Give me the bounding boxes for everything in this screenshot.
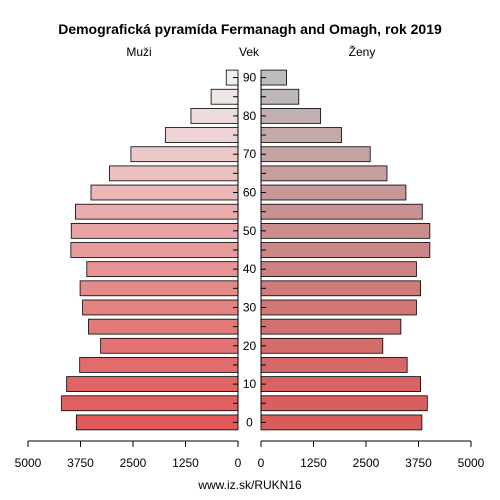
x-tick-label-left-2500: 2500 bbox=[120, 456, 147, 470]
bar-female-age-50 bbox=[260, 222, 431, 239]
left-label-muzi: Muži bbox=[126, 45, 151, 59]
bar-female-age-20 bbox=[260, 337, 384, 354]
bar-male-age-30 bbox=[82, 299, 239, 316]
bar-female-age-65 bbox=[260, 165, 388, 182]
bar-female-age-75 bbox=[260, 127, 343, 143]
bar-male-age-50 bbox=[70, 222, 239, 239]
x-tick-label-right-1250: 1250 bbox=[300, 456, 327, 470]
female-bars bbox=[260, 69, 431, 431]
bar-female-age-15 bbox=[260, 357, 408, 373]
x-axis-right: 0 1250 2500 3750 5000 bbox=[258, 440, 485, 470]
bar-male-age-15 bbox=[79, 357, 239, 373]
bar-male-age-55 bbox=[75, 203, 239, 220]
x-tick-label-left-1250: 1250 bbox=[172, 456, 199, 470]
age-tick-label-40: 40 bbox=[243, 262, 257, 276]
bar-female-age-5 bbox=[260, 395, 428, 412]
bar-female-age-40 bbox=[260, 261, 417, 278]
bar-female-age-70 bbox=[260, 146, 371, 163]
bar-female-age-35 bbox=[260, 280, 422, 297]
bar-male-age-80 bbox=[190, 108, 239, 124]
male-bars bbox=[61, 69, 239, 431]
bar-female-age-0 bbox=[260, 414, 423, 431]
bar-male-age-65 bbox=[109, 165, 239, 182]
x-tick-label-left-3750: 3750 bbox=[67, 456, 94, 470]
bar-male-age-0 bbox=[75, 414, 239, 431]
bar-female-age-25 bbox=[260, 318, 402, 335]
bar-female-age-55 bbox=[260, 203, 423, 220]
age-tick-label-80: 80 bbox=[243, 109, 257, 123]
footer-source: www.iz.sk/RUKN16 bbox=[197, 478, 302, 492]
age-tick-label-90: 90 bbox=[243, 71, 257, 85]
x-tick-label-right-2500: 2500 bbox=[353, 456, 380, 470]
bar-female-age-85 bbox=[260, 88, 300, 105]
center-label-vek: Vek bbox=[239, 45, 260, 59]
age-tick-label-10: 10 bbox=[243, 377, 257, 391]
x-tick-label-right-3750: 3750 bbox=[405, 456, 432, 470]
bar-female-age-45 bbox=[260, 242, 431, 258]
age-tick-label-20: 20 bbox=[243, 339, 257, 353]
right-label-zeny: Ženy bbox=[349, 44, 376, 59]
bar-male-age-35 bbox=[79, 280, 239, 297]
bar-male-age-45 bbox=[70, 242, 239, 258]
bar-male-age-25 bbox=[88, 318, 239, 335]
bar-male-age-60 bbox=[90, 184, 239, 201]
age-tick-label-50: 50 bbox=[243, 224, 257, 238]
x-tick-label-left-0: 0 bbox=[235, 456, 242, 470]
bar-male-age-70 bbox=[130, 146, 239, 163]
x-tick-label-right-0: 0 bbox=[258, 456, 265, 470]
bar-female-age-10 bbox=[260, 376, 422, 392]
bar-female-age-60 bbox=[260, 184, 407, 201]
bar-male-age-40 bbox=[86, 261, 239, 278]
bar-male-age-5 bbox=[61, 395, 239, 412]
age-tick-label-30: 30 bbox=[243, 300, 257, 314]
x-tick-label-right-5000: 5000 bbox=[458, 456, 485, 470]
age-tick-label-0: 0 bbox=[246, 415, 253, 429]
bar-female-age-80 bbox=[260, 108, 322, 124]
age-tick-label-70: 70 bbox=[243, 147, 257, 161]
bar-male-age-75 bbox=[164, 127, 239, 143]
chart-title: Demografická pyramída Fermanagh and Omag… bbox=[58, 21, 442, 37]
bar-male-age-20 bbox=[100, 337, 239, 354]
age-tick-label-60: 60 bbox=[243, 186, 257, 200]
x-tick-label-left-5000: 5000 bbox=[15, 456, 42, 470]
bar-female-age-30 bbox=[260, 299, 417, 316]
bar-male-age-10 bbox=[66, 376, 239, 392]
x-axis-left: 5000 3750 2500 1250 0 bbox=[15, 440, 242, 470]
age-axis: 0 10 20 30 40 50 60 70 80 90 bbox=[233, 71, 266, 429]
